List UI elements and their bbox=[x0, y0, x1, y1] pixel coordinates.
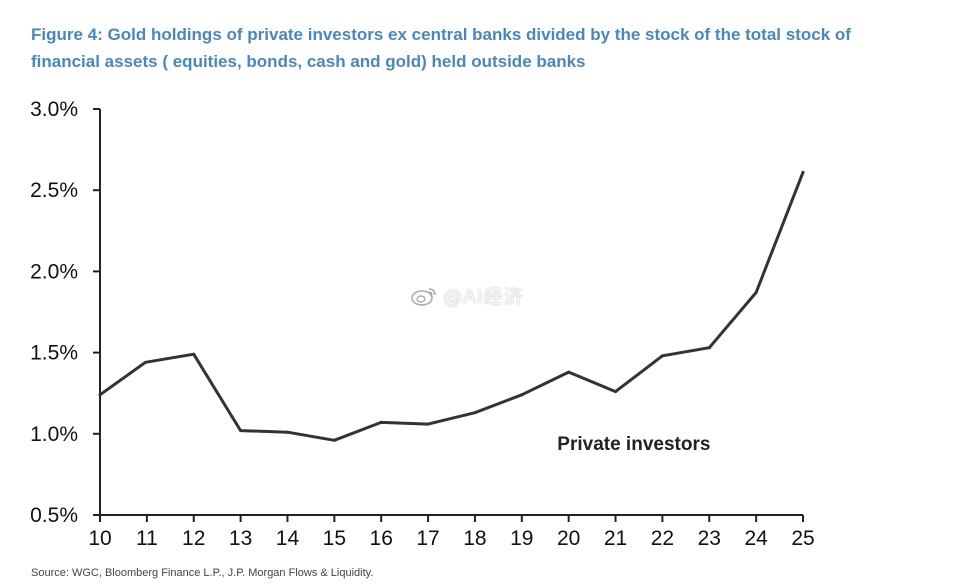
y-tick-label: 1.5% bbox=[30, 342, 78, 365]
x-tick-label: 10 bbox=[88, 527, 111, 550]
data-point bbox=[379, 420, 383, 424]
chart-annotations: Private investors bbox=[557, 434, 710, 455]
data-point bbox=[332, 438, 336, 442]
x-tick-label: 15 bbox=[323, 527, 346, 550]
x-tick-label: 23 bbox=[698, 527, 721, 550]
x-tick-label: 24 bbox=[744, 527, 768, 550]
data-point bbox=[98, 393, 102, 397]
x-tick-label: 11 bbox=[136, 527, 158, 550]
y-tick-label: 1.0% bbox=[30, 423, 78, 446]
data-point bbox=[426, 422, 430, 426]
x-tick-label: 13 bbox=[229, 527, 252, 550]
data-point bbox=[473, 411, 477, 415]
watermark: @AI经济 bbox=[411, 282, 524, 309]
x-tick-label: 16 bbox=[370, 527, 393, 550]
x-tick-label: 17 bbox=[416, 527, 439, 550]
data-point bbox=[707, 346, 711, 350]
data-point bbox=[520, 393, 524, 397]
data-point bbox=[567, 370, 571, 374]
watermark-text: @AI经济 bbox=[443, 286, 524, 308]
data-point bbox=[614, 390, 618, 394]
x-tick-label: 14 bbox=[276, 527, 300, 550]
chart-title-line-2: financial assets ( equities, bonds, cash… bbox=[31, 52, 586, 71]
chart-axes bbox=[99, 109, 803, 516]
x-tick-label: 19 bbox=[510, 527, 533, 550]
x-tick-label: 22 bbox=[651, 527, 674, 550]
y-tick-label: 3.0% bbox=[30, 98, 78, 121]
data-point bbox=[660, 354, 664, 358]
x-tick-label: 25 bbox=[791, 527, 814, 550]
series-line-private-investors bbox=[98, 170, 805, 442]
y-tick-label: 2.0% bbox=[30, 260, 78, 283]
data-point bbox=[285, 430, 289, 434]
y-tick-label: 2.5% bbox=[30, 179, 78, 202]
data-point bbox=[239, 429, 243, 433]
y-tick-label: 0.5% bbox=[30, 504, 78, 527]
chart-ticks: 0.5% 1.0% 1.5% 2.0% 2.5% 3.0% 10 11 12 13 14 15 16 17… bbox=[30, 98, 815, 550]
data-point bbox=[143, 360, 147, 364]
chart-title-line-1: Figure 4: Gold holdings of private inves… bbox=[31, 25, 851, 44]
x-tick-label: 12 bbox=[182, 527, 205, 550]
weibo-icon bbox=[411, 288, 436, 306]
x-tick-label: 18 bbox=[463, 527, 486, 550]
data-point bbox=[754, 291, 758, 295]
data-point bbox=[192, 352, 196, 356]
source-note: Source: WGC, Bloomberg Finance L.P., J.P… bbox=[31, 567, 374, 579]
chart-title: Figure 4: Gold holdings of private inves… bbox=[31, 21, 931, 75]
x-tick-label: 20 bbox=[557, 527, 580, 550]
series-label-private-investors: Private investors bbox=[557, 434, 710, 455]
data-point bbox=[801, 170, 805, 174]
x-tick-label: 21 bbox=[604, 527, 627, 550]
chart-series bbox=[98, 170, 805, 442]
